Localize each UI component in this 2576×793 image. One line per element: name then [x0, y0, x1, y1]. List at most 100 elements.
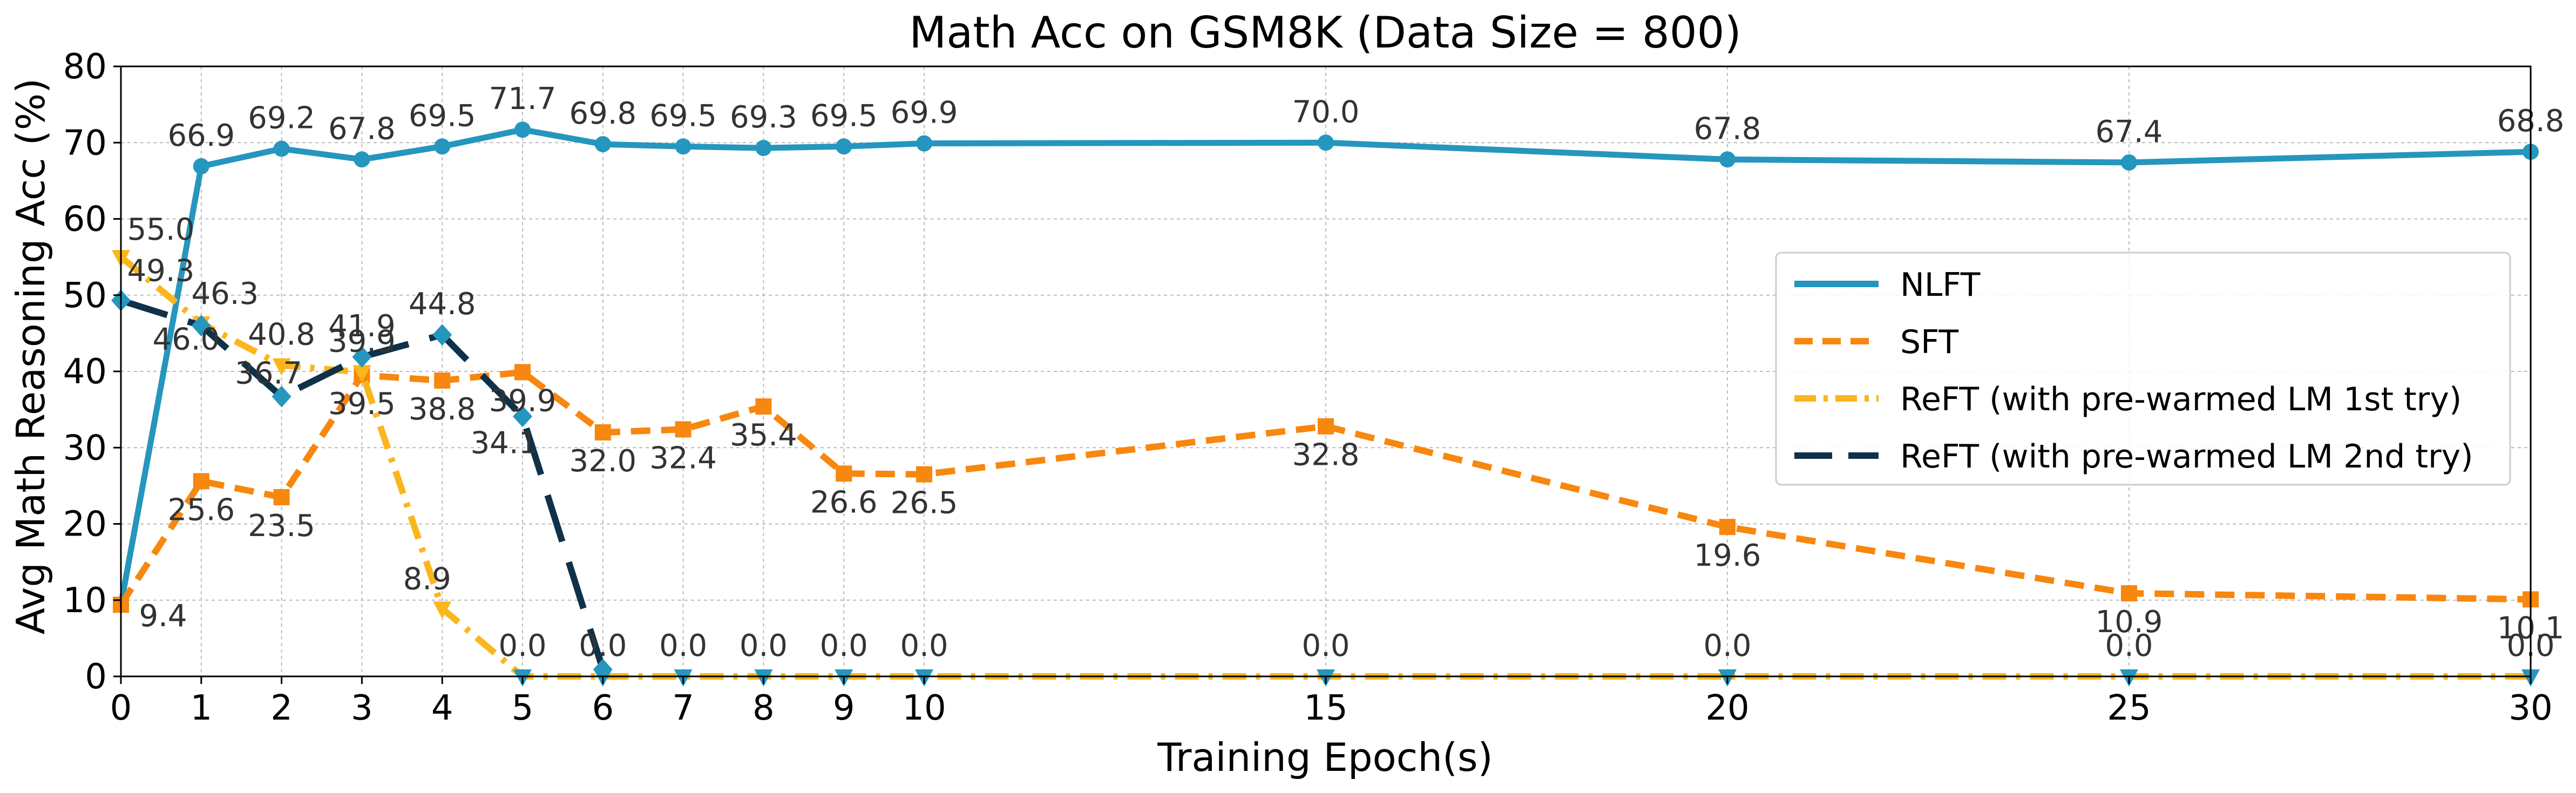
data-label: 0.0	[2105, 628, 2153, 663]
data-label: 69.5	[810, 98, 878, 133]
data-label: 44.8	[409, 287, 476, 322]
data-label: 0.0	[1301, 628, 1350, 663]
y-tick-label: 10	[63, 581, 107, 621]
data-point	[594, 136, 611, 153]
data-label: 69.8	[569, 96, 636, 131]
data-label: 69.2	[248, 101, 315, 136]
series-line	[118, 369, 2531, 607]
data-label: 19.6	[1694, 538, 1761, 573]
data-label: 35.4	[730, 418, 797, 453]
x-axis-title: Training Epoch(s)	[1157, 735, 1493, 780]
data-point	[916, 135, 932, 152]
data-point	[755, 140, 772, 157]
data-label: 36.7	[235, 356, 302, 391]
data-label: 26.6	[810, 485, 878, 520]
data-label: 9.4	[139, 599, 187, 634]
legend-entry: SFT	[1900, 323, 1959, 361]
data-label: 0.0	[900, 628, 948, 663]
x-tick-label: 25	[2107, 688, 2151, 728]
data-label: 0.0	[579, 628, 627, 663]
data-point	[836, 465, 852, 482]
data-label: 0.0	[1703, 628, 1751, 663]
data-point	[352, 346, 372, 368]
y-tick-label: 0	[85, 657, 107, 697]
data-label: 69.5	[409, 98, 476, 133]
data-point	[675, 138, 692, 155]
data-point	[354, 151, 370, 168]
data-label: 69.9	[891, 96, 958, 131]
x-tick-label: 9	[833, 688, 855, 728]
y-tick-label: 50	[63, 276, 107, 316]
y-tick-label: 70	[63, 123, 107, 163]
data-point	[193, 158, 209, 175]
data-label-layer: 9.4 66.9 69.2 67.8 69.5 71.7 69.8 69.5 69.3 69.5 6…	[127, 82, 2565, 663]
y-tick-label: 60	[63, 200, 107, 240]
data-point	[193, 473, 209, 490]
data-label: 69.3	[730, 100, 797, 135]
data-point	[272, 358, 291, 376]
data-label: 69.5	[649, 98, 717, 133]
x-tick-label: 6	[592, 688, 614, 728]
data-point	[2121, 154, 2137, 171]
data-label: 71.7	[489, 82, 557, 117]
data-label: 0.0	[659, 628, 707, 663]
y-tick-label: 80	[63, 47, 107, 87]
x-tick-label: 3	[351, 688, 373, 728]
data-point	[433, 601, 452, 619]
data-point	[513, 405, 532, 428]
data-point	[434, 138, 451, 155]
x-tick-label: 0	[110, 688, 132, 728]
data-label: 55.0	[127, 212, 195, 247]
x-tick-label: 2	[270, 688, 293, 728]
x-tick-label: 4	[431, 688, 453, 728]
data-label: 9.4	[139, 599, 187, 634]
x-tick-label: 1	[190, 688, 212, 728]
y-axis-title: Avg Math Reasoning Acc (%)	[8, 78, 53, 635]
data-label: 10.9	[2096, 605, 2163, 640]
data-label: 46.3	[191, 276, 259, 311]
data-point	[755, 398, 772, 415]
x-tick-label: 8	[753, 688, 775, 728]
y-tick-label: 40	[63, 352, 107, 392]
data-point	[836, 138, 852, 155]
legend: NLFT SFT ReFT (with pre-warmed LM 1st try)…	[1775, 252, 2511, 486]
data-point	[514, 121, 531, 138]
series-reft-with-pre-warmed-lm-2nd-try	[111, 289, 613, 681]
data-label: 46.0	[152, 322, 220, 357]
data-point	[272, 385, 292, 408]
data-point	[1318, 134, 1334, 151]
data-point	[432, 324, 452, 346]
data-label: 67.8	[1694, 111, 1761, 146]
x-tick-label: 20	[1705, 688, 1749, 728]
series-nlft	[113, 121, 2539, 613]
data-label: 40.8	[248, 317, 315, 353]
axis-layer: 0 1 2 3 4 5 6 7 8 9 10 15 20 25 30 0 10 20 30 40 50 60 70 80	[63, 47, 2553, 728]
data-label: 8.9	[403, 561, 451, 597]
data-label: 38.8	[409, 392, 476, 427]
data-label: 26.5	[891, 486, 958, 521]
data-point	[594, 424, 611, 440]
data-point	[191, 315, 211, 337]
x-tick-label: 10	[902, 688, 946, 728]
data-label: 49.3	[127, 254, 195, 289]
data-point	[1719, 519, 1736, 536]
x-tick-label: 7	[672, 688, 694, 728]
y-tick-label: 30	[63, 428, 107, 468]
data-point	[593, 659, 613, 681]
data-label: 67.4	[2096, 114, 2163, 150]
legend-box	[1775, 252, 2511, 486]
data-label: 70.0	[1292, 94, 1360, 130]
x-tick-label: 5	[512, 688, 534, 728]
data-label: 32.0	[569, 444, 636, 479]
data-label: 41.9	[328, 309, 396, 344]
data-point	[675, 421, 692, 438]
data-label: 0.0	[498, 628, 546, 663]
data-label: 39.9	[328, 324, 396, 359]
data-point	[434, 372, 451, 389]
data-point	[2121, 585, 2137, 602]
data-label: 32.8	[1292, 438, 1360, 473]
data-point	[1719, 151, 1736, 168]
data-point	[352, 365, 371, 383]
series-layer	[111, 121, 2540, 687]
